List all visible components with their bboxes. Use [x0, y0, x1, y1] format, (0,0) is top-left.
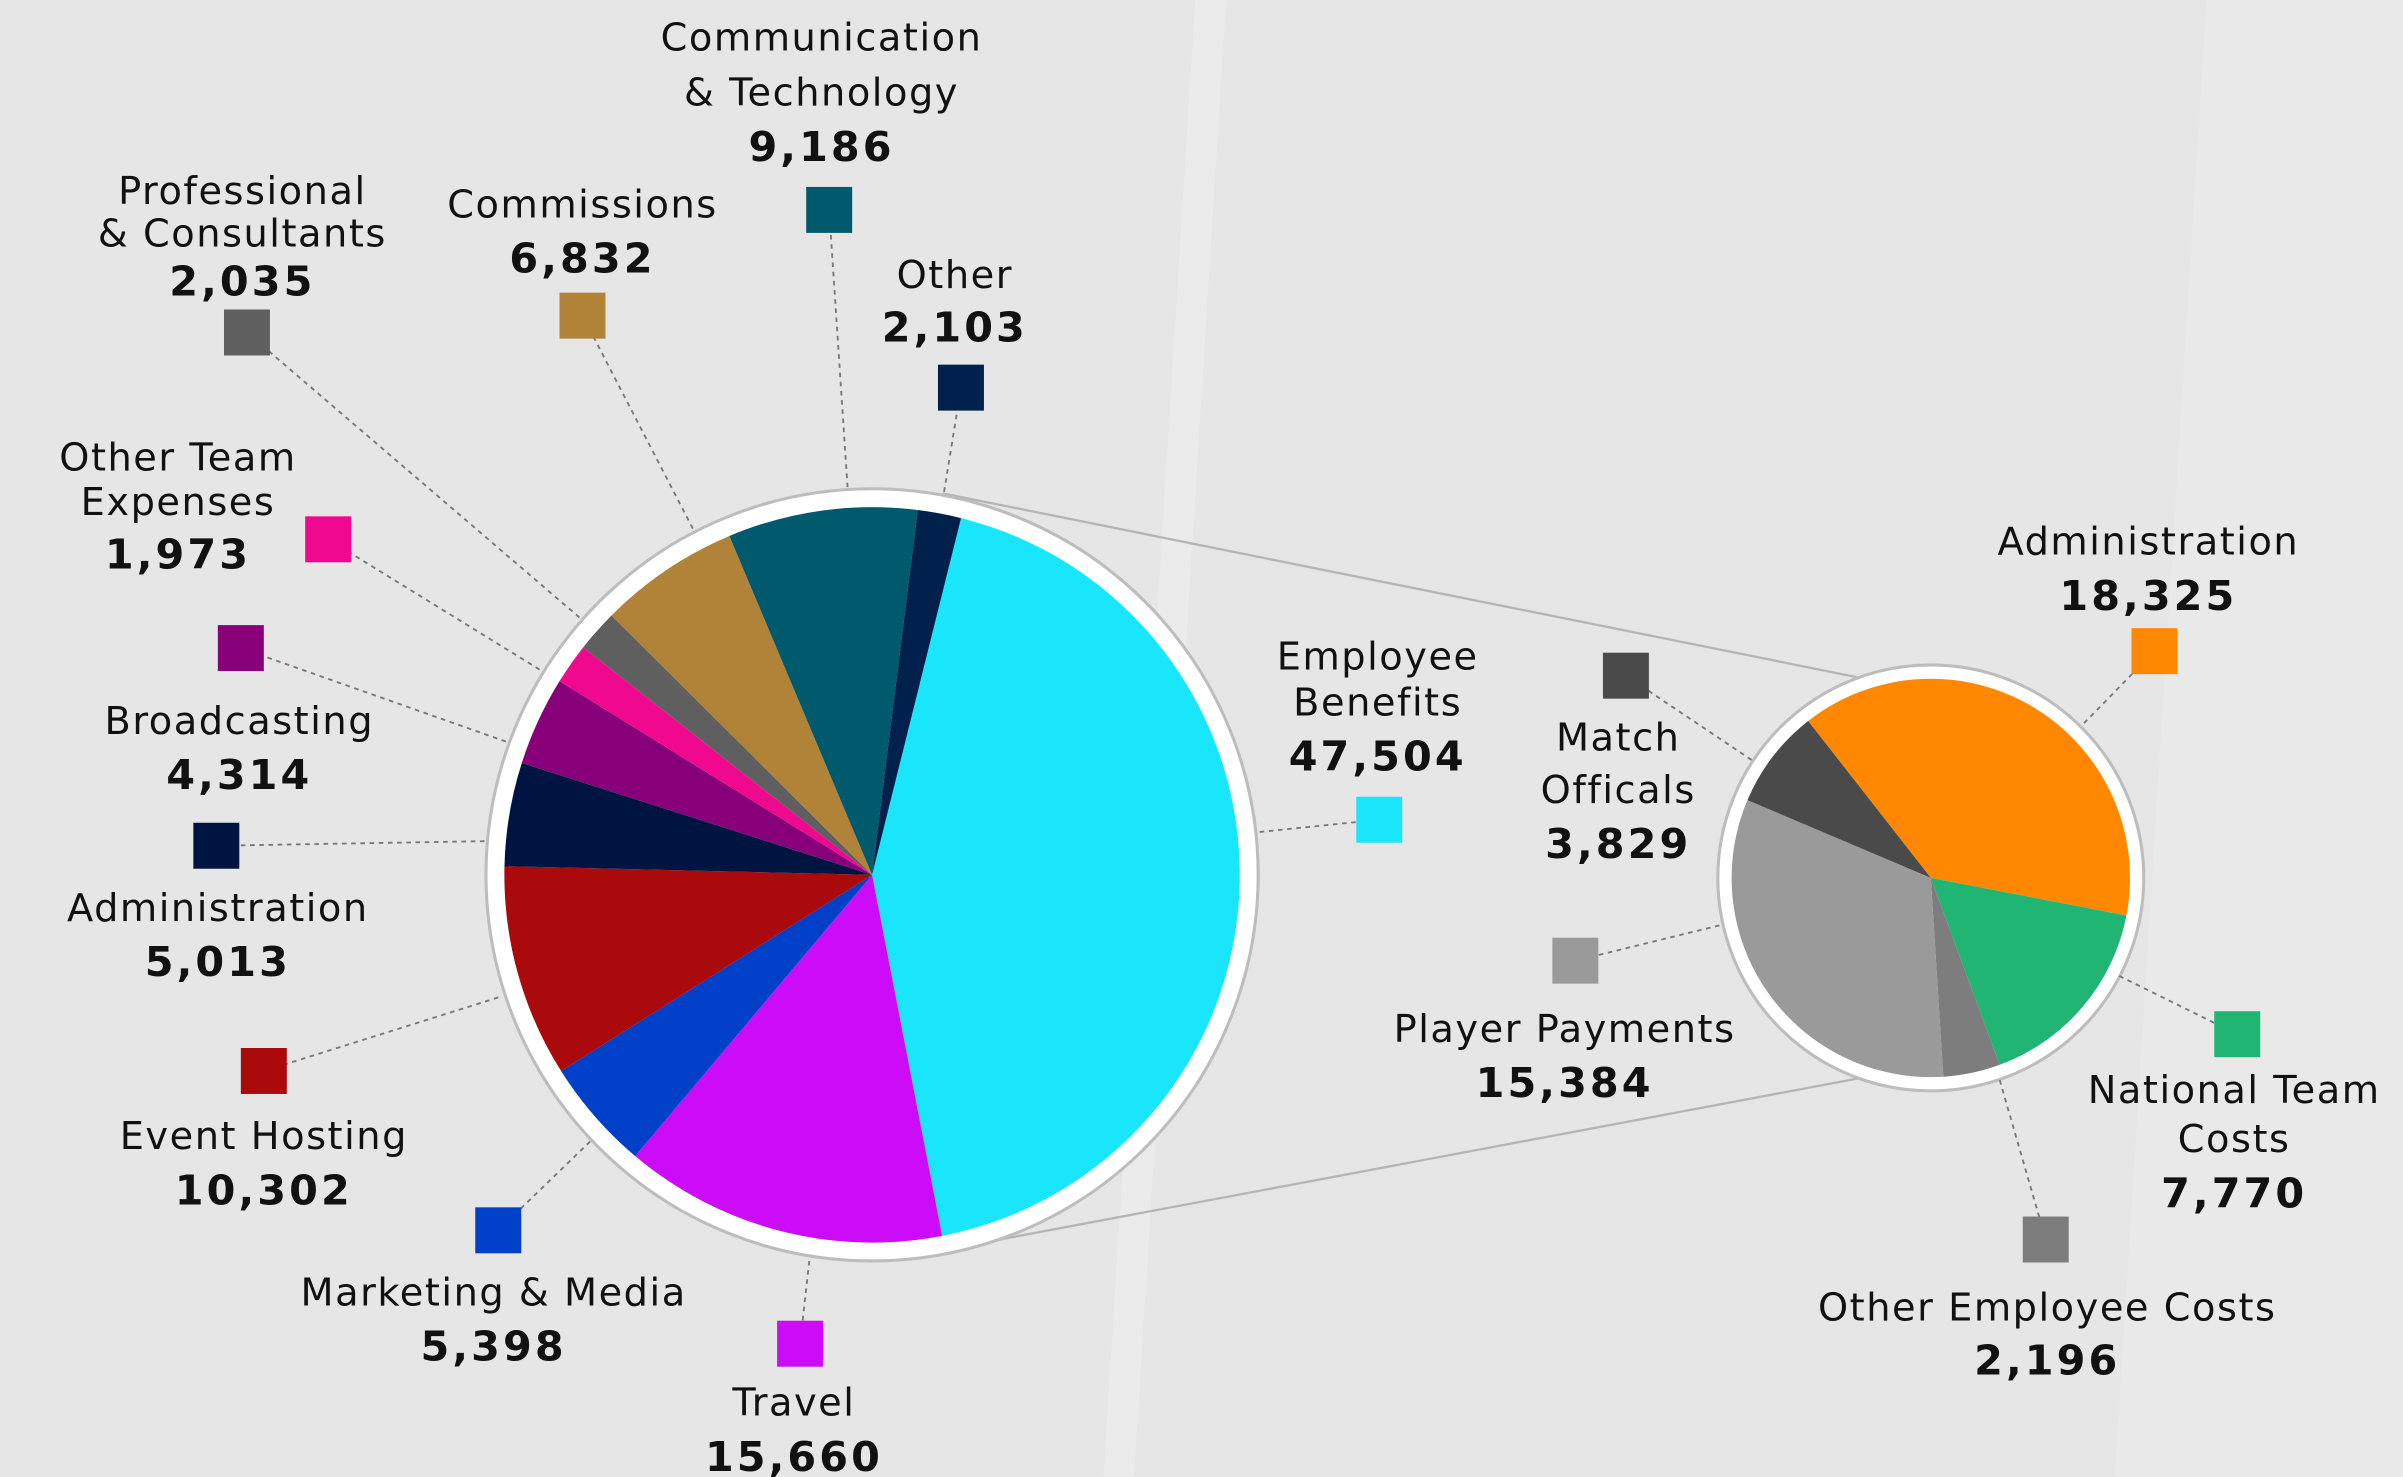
value-label: 6,832	[509, 235, 655, 283]
pie-slice	[1808, 678, 2130, 916]
value-label: 15,384	[1476, 1059, 1654, 1107]
category-label: Employee Benefits	[1277, 635, 1479, 726]
pie-slice	[729, 507, 918, 875]
legend-swatch	[475, 1207, 522, 1254]
leader-line	[240, 647, 507, 743]
value-label: 7,770	[2161, 1169, 2307, 1217]
legend-swatch	[1552, 937, 1599, 984]
value-label: 47,504	[1289, 733, 1467, 781]
pie-slice	[872, 509, 962, 875]
category-label: National Team Costs	[2088, 1068, 2381, 1162]
category-label: Match Officals	[1541, 716, 1696, 813]
pie-slice	[559, 647, 873, 875]
category-label: Other	[897, 253, 1013, 298]
leader-line	[263, 996, 499, 1072]
value-label: 9,186	[748, 123, 894, 171]
value-label: 3,829	[1545, 820, 1691, 868]
legend-swatch	[559, 292, 606, 339]
legend-swatch	[1356, 796, 1403, 843]
category-label: Communication & Technology	[661, 16, 983, 116]
value-label: 5,013	[145, 938, 291, 986]
category-label: Player Payments	[1394, 1007, 1736, 1052]
legend-swatch	[1602, 652, 1649, 699]
category-label: Other Team Expenses	[59, 435, 296, 524]
legend-swatch	[2131, 628, 2178, 675]
pie-slice	[561, 874, 873, 1157]
connector-line	[942, 1077, 1858, 1252]
value-label: 5,398	[421, 1323, 567, 1371]
value-label: 4,314	[166, 751, 312, 799]
legend-swatch	[240, 1047, 287, 1094]
pie-slice	[504, 866, 873, 1072]
legend-swatch	[2022, 1216, 2069, 1263]
category-label: Marketing & Media	[301, 1270, 687, 1315]
background-streak	[2114, 0, 2403, 1477]
leader-line	[581, 315, 694, 530]
leader-line	[216, 840, 485, 847]
category-label: Professional & Consultants	[98, 169, 387, 257]
leader-line	[1575, 924, 1720, 962]
legend-swatch	[223, 309, 270, 356]
legend-swatch	[305, 516, 352, 563]
category-label: Travel	[731, 1381, 855, 1426]
leader-line	[828, 209, 849, 488]
pie-slice	[872, 518, 1240, 1236]
pie-slice	[504, 763, 873, 875]
pie-slice	[611, 535, 873, 875]
leader-line	[497, 1140, 591, 1231]
legend-swatch	[806, 186, 853, 233]
legend-swatch	[2214, 1011, 2261, 1058]
category-label: Event Hosting	[120, 1114, 408, 1159]
category-label: Broadcasting	[105, 699, 374, 744]
legend-swatch	[937, 364, 984, 411]
connector-line	[942, 492, 1858, 679]
pie-slice	[1930, 877, 2127, 1065]
leader-line	[1998, 1079, 2047, 1240]
value-label: 10,302	[175, 1166, 353, 1214]
leader-line	[1259, 818, 1380, 833]
category-label: Administration	[1998, 520, 2300, 565]
leader-line	[1625, 674, 1753, 761]
pie-slice	[521, 681, 873, 875]
pie-slice	[635, 874, 943, 1243]
pie-slice	[1731, 800, 1944, 1078]
category-label: Other Employee Costs	[1818, 1286, 2277, 1331]
leader-line	[2118, 975, 2238, 1036]
value-label: 18,325	[2059, 572, 2237, 620]
value-label: 2,035	[169, 258, 315, 306]
legend-swatch	[217, 625, 264, 672]
pie-slice	[1747, 720, 1931, 878]
value-label: 1,973	[105, 530, 251, 578]
category-label: Commissions	[447, 183, 717, 228]
legend-swatch	[193, 822, 240, 869]
category-label: Administration	[67, 886, 369, 931]
legend-swatch	[777, 1320, 824, 1367]
value-label: 15,660	[705, 1433, 883, 1477]
pie-slice	[583, 615, 873, 875]
value-label: 2,103	[882, 304, 1028, 352]
value-label: 2,196	[1974, 1336, 2120, 1384]
pie-slice	[1930, 877, 2000, 1077]
